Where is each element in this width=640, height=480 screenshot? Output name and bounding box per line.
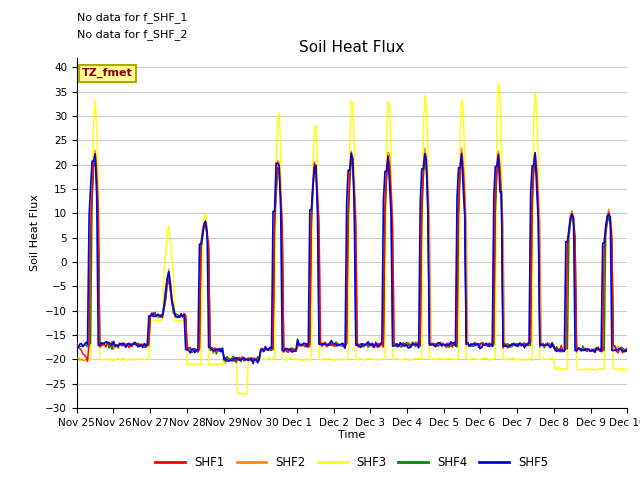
- Text: TZ_fmet: TZ_fmet: [83, 68, 133, 78]
- Legend: SHF1, SHF2, SHF3, SHF4, SHF5: SHF1, SHF2, SHF3, SHF4, SHF5: [151, 452, 553, 474]
- Y-axis label: Soil Heat Flux: Soil Heat Flux: [29, 194, 40, 271]
- Title: Soil Heat Flux: Soil Heat Flux: [300, 40, 404, 55]
- Text: No data for f_SHF_2: No data for f_SHF_2: [77, 30, 188, 40]
- X-axis label: Time: Time: [339, 431, 365, 441]
- Text: No data for f_SHF_1: No data for f_SHF_1: [77, 12, 187, 23]
